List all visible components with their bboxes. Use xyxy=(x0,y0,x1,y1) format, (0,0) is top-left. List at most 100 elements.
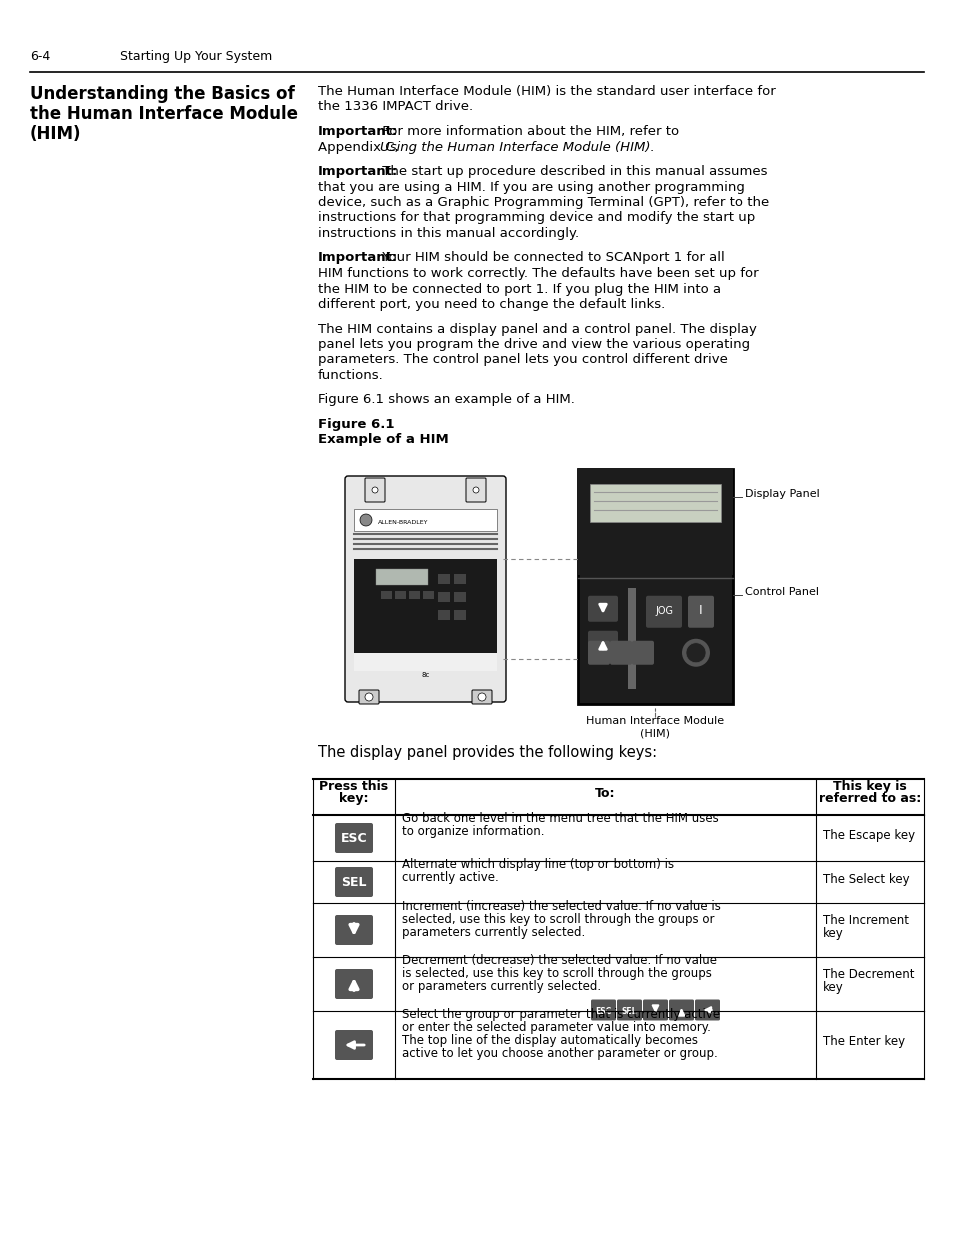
Text: functions.: functions. xyxy=(317,369,383,382)
Circle shape xyxy=(365,693,373,701)
Text: Alternate which display line (top or bottom) is: Alternate which display line (top or bot… xyxy=(401,858,674,871)
Text: The start up procedure described in this manual assumes: The start up procedure described in this… xyxy=(377,165,767,178)
FancyBboxPatch shape xyxy=(668,999,693,1020)
FancyBboxPatch shape xyxy=(335,915,373,945)
Text: The Decrement: The Decrement xyxy=(822,968,914,981)
FancyBboxPatch shape xyxy=(335,969,373,999)
Bar xyxy=(422,592,434,599)
Circle shape xyxy=(473,487,478,493)
Text: For more information about the HIM, refer to: For more information about the HIM, refe… xyxy=(377,125,679,138)
Text: SEL: SEL xyxy=(341,876,366,889)
FancyBboxPatch shape xyxy=(687,595,713,627)
Text: Go back one level in the menu tree that the HIM uses: Go back one level in the menu tree that … xyxy=(401,811,718,825)
Text: The Enter key: The Enter key xyxy=(822,1035,904,1049)
Text: is selected, use this key to scroll through the groups: is selected, use this key to scroll thro… xyxy=(401,967,711,981)
Text: Appendix C,: Appendix C, xyxy=(317,141,402,153)
Text: Important:: Important: xyxy=(317,252,397,264)
Text: HIM functions to work correctly. The defaults have been set up for: HIM functions to work correctly. The def… xyxy=(317,267,758,280)
Text: The Select key: The Select key xyxy=(822,872,908,885)
Text: ESC: ESC xyxy=(340,832,367,845)
Bar xyxy=(578,469,732,704)
Text: The HIM contains a display panel and a control panel. The display: The HIM contains a display panel and a c… xyxy=(317,322,756,336)
Text: ESC: ESC xyxy=(595,1007,611,1015)
Bar xyxy=(380,592,392,599)
Bar xyxy=(454,592,465,601)
FancyBboxPatch shape xyxy=(587,631,618,657)
Text: key: key xyxy=(822,981,842,994)
Text: I: I xyxy=(699,604,702,616)
Text: the HIM to be connected to port 1. If you plug the HIM into a: the HIM to be connected to port 1. If yo… xyxy=(317,283,720,295)
FancyBboxPatch shape xyxy=(335,867,373,897)
Circle shape xyxy=(681,638,709,667)
Text: Select the group or parameter that is currently active: Select the group or parameter that is cu… xyxy=(401,1008,720,1021)
Text: panel lets you program the drive and view the various operating: panel lets you program the drive and vie… xyxy=(317,338,749,351)
Bar xyxy=(578,469,732,574)
Text: the 1336 IMPACT drive.: the 1336 IMPACT drive. xyxy=(317,100,473,114)
Text: Press this: Press this xyxy=(319,781,388,793)
FancyBboxPatch shape xyxy=(365,478,385,501)
Text: 6-4: 6-4 xyxy=(30,49,51,63)
Text: or parameters currently selected.: or parameters currently selected. xyxy=(401,981,600,993)
FancyBboxPatch shape xyxy=(587,595,618,621)
FancyBboxPatch shape xyxy=(358,690,378,704)
Text: Figure 6.1: Figure 6.1 xyxy=(317,417,395,431)
Bar xyxy=(589,484,720,522)
FancyBboxPatch shape xyxy=(465,478,485,501)
Text: Display Panel: Display Panel xyxy=(744,489,819,499)
Text: selected, use this key to scroll through the groups or: selected, use this key to scroll through… xyxy=(401,913,714,926)
FancyBboxPatch shape xyxy=(642,999,667,1020)
Bar xyxy=(437,610,450,620)
Bar xyxy=(354,653,497,671)
Circle shape xyxy=(685,642,705,663)
Bar xyxy=(409,592,419,599)
Bar xyxy=(454,574,465,584)
Text: Decrement (decrease) the selected value. If no value: Decrement (decrease) the selected value.… xyxy=(401,953,717,967)
Text: To:: To: xyxy=(595,787,615,800)
Bar xyxy=(627,588,636,689)
FancyBboxPatch shape xyxy=(695,999,720,1020)
Text: The Escape key: The Escape key xyxy=(822,829,914,841)
Text: Control Panel: Control Panel xyxy=(744,587,818,597)
Text: parameters. The control panel lets you control different drive: parameters. The control panel lets you c… xyxy=(317,353,727,367)
Text: instructions in this manual accordingly.: instructions in this manual accordingly. xyxy=(317,227,578,240)
Circle shape xyxy=(359,514,372,526)
Text: 8c: 8c xyxy=(421,672,429,678)
Text: key: key xyxy=(822,927,842,940)
Text: device, such as a Graphic Programming Terminal (GPT), refer to the: device, such as a Graphic Programming Te… xyxy=(317,196,768,209)
Bar xyxy=(454,610,465,620)
Text: (HIM): (HIM) xyxy=(639,729,670,739)
Text: SEL: SEL xyxy=(621,1007,637,1015)
FancyBboxPatch shape xyxy=(609,641,631,664)
Text: instructions for that programming device and modify the start up: instructions for that programming device… xyxy=(317,211,755,225)
Text: Understanding the Basics of: Understanding the Basics of xyxy=(30,85,294,103)
Text: The Human Interface Module (HIM) is the standard user interface for: The Human Interface Module (HIM) is the … xyxy=(317,85,775,98)
FancyBboxPatch shape xyxy=(631,641,654,664)
Text: JOG: JOG xyxy=(655,605,672,616)
Bar xyxy=(375,569,428,585)
FancyBboxPatch shape xyxy=(587,641,609,664)
Text: Increment (increase) the selected value. If no value is: Increment (increase) the selected value.… xyxy=(401,900,720,913)
Text: currently active.: currently active. xyxy=(401,871,498,884)
Text: the Human Interface Module: the Human Interface Module xyxy=(30,105,297,124)
Bar xyxy=(437,592,450,601)
FancyBboxPatch shape xyxy=(472,690,492,704)
Text: This key is: This key is xyxy=(832,781,906,793)
FancyBboxPatch shape xyxy=(335,823,373,853)
Bar xyxy=(354,559,497,669)
Text: Important:: Important: xyxy=(317,165,397,178)
Text: Your HIM should be connected to SCANport 1 for all: Your HIM should be connected to SCANport… xyxy=(377,252,724,264)
Text: active to let you choose another parameter or group.: active to let you choose another paramet… xyxy=(401,1047,717,1060)
FancyBboxPatch shape xyxy=(335,1030,373,1060)
Text: referred to as:: referred to as: xyxy=(818,792,921,805)
Text: key:: key: xyxy=(339,792,369,805)
Text: parameters currently selected.: parameters currently selected. xyxy=(401,926,584,939)
Circle shape xyxy=(477,693,485,701)
Text: Human Interface Module: Human Interface Module xyxy=(586,716,723,726)
Circle shape xyxy=(372,487,377,493)
Text: ALLEN-BRADLEY: ALLEN-BRADLEY xyxy=(377,520,428,525)
Text: Important:: Important: xyxy=(317,125,397,138)
Text: The top line of the display automatically becomes: The top line of the display automaticall… xyxy=(401,1034,698,1047)
FancyBboxPatch shape xyxy=(590,999,616,1020)
FancyBboxPatch shape xyxy=(617,999,641,1020)
FancyBboxPatch shape xyxy=(345,475,505,701)
